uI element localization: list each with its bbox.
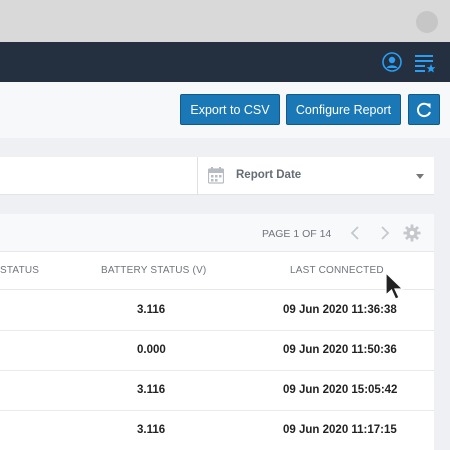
battery-cell: 0.000 xyxy=(137,344,166,356)
top-navigation-bar xyxy=(0,42,450,82)
list-star-icon[interactable] xyxy=(414,52,436,74)
pagination-bar xyxy=(0,214,434,252)
report-date-dropdown[interactable]: Report Date xyxy=(236,169,302,181)
battery-cell: 3.116 xyxy=(137,304,166,316)
battery-cell: 3.116 xyxy=(137,384,166,396)
table-row[interactable] xyxy=(0,331,434,371)
table-header-row xyxy=(0,252,434,290)
refresh-button[interactable] xyxy=(408,94,440,125)
window-frame xyxy=(0,0,450,42)
filter-divider xyxy=(197,157,198,195)
last-connected-cell: 09 Jun 2020 11:17:15 xyxy=(283,424,397,436)
user-icon[interactable] xyxy=(382,52,402,72)
last-connected-cell: 09 Jun 2020 11:50:36 xyxy=(283,344,397,356)
refresh-icon xyxy=(417,102,431,117)
column-header-status[interactable]: STATUS xyxy=(0,265,40,276)
chevron-down-icon[interactable] xyxy=(416,174,424,179)
column-header-last-connected[interactable]: LAST CONNECTED xyxy=(290,265,384,276)
last-connected-cell: 09 Jun 2020 15:05:42 xyxy=(283,384,398,396)
configure-report-button[interactable]: Configure Report xyxy=(286,94,401,125)
table-row[interactable] xyxy=(0,371,434,411)
last-connected-cell: 09 Jun 2020 11:36:38 xyxy=(283,304,397,316)
export-csv-label: Export to CSV xyxy=(190,102,270,117)
chevron-right-icon[interactable] xyxy=(378,224,392,242)
column-header-battery[interactable]: BATTERY STATUS (V) xyxy=(101,265,207,276)
gear-icon[interactable] xyxy=(403,224,421,242)
export-csv-button[interactable]: Export to CSV xyxy=(180,94,280,125)
calendar-icon xyxy=(208,167,224,184)
battery-cell: 3.116 xyxy=(137,424,166,436)
mouse-pointer-icon xyxy=(385,272,404,300)
table-row[interactable] xyxy=(0,291,434,331)
chevron-left-icon[interactable] xyxy=(348,224,362,242)
window-control-dot[interactable] xyxy=(416,11,438,33)
configure-report-label: Configure Report xyxy=(295,102,392,117)
page-indicator: PAGE 1 OF 14 xyxy=(262,228,332,240)
table-row[interactable] xyxy=(0,411,434,450)
